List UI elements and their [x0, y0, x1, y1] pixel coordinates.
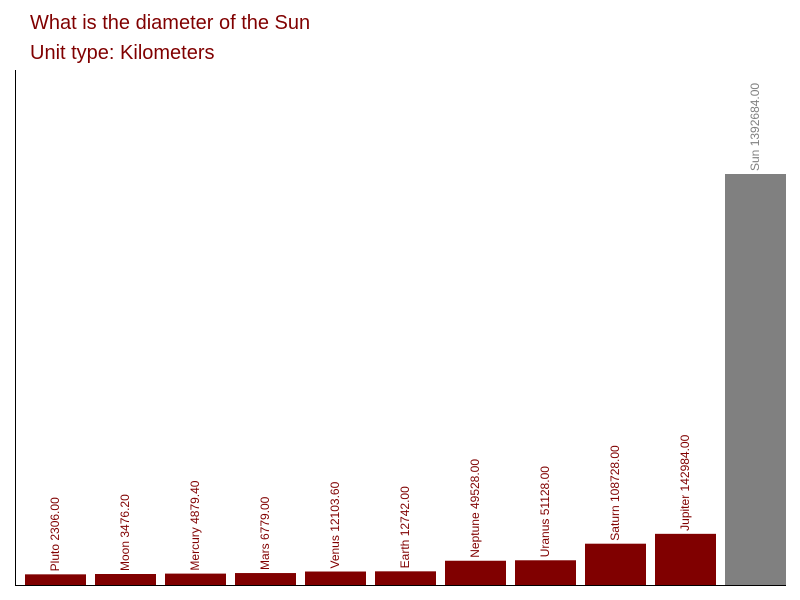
bar: [25, 574, 86, 585]
bar-label: Sun 1392684.00: [748, 83, 762, 171]
bar-value-label: 2306.00: [48, 497, 62, 541]
bar-value-label: 49528.00: [468, 459, 482, 509]
bar: [305, 571, 366, 585]
bar: [375, 571, 436, 585]
bar-label: Jupiter 142984.00: [678, 434, 692, 530]
bar-value-label: 12742.00: [398, 486, 412, 536]
bar-value-label: 142984.00: [678, 434, 692, 491]
bar-value-label: 4879.40: [188, 480, 202, 524]
bar-category: Saturn: [608, 505, 622, 540]
bar-value-label: 108728.00: [608, 445, 622, 502]
bar-label: Mars 6779.00: [258, 496, 272, 570]
chart-subtitle: Unit type: Kilometers: [30, 42, 215, 64]
bar-category: Earth: [398, 540, 412, 569]
bar-category: Neptune: [468, 512, 482, 558]
bar: [585, 543, 646, 585]
bar-value-label: 3476.20: [118, 494, 132, 538]
bar: [655, 533, 716, 585]
bar-value-label: 12103.60: [328, 481, 342, 531]
bar-category: Moon: [118, 541, 132, 571]
bar-value-label: 51128.00: [538, 466, 552, 515]
bar-label: Moon 3476.20: [118, 494, 132, 571]
bar: [515, 560, 576, 585]
bar: [725, 174, 786, 585]
bar: [445, 560, 506, 585]
bar-category: Uranus: [538, 519, 552, 558]
bar-label: Mercury 4879.40: [188, 480, 202, 570]
bar-category: Pluto: [48, 544, 62, 572]
bar: [165, 573, 226, 585]
bar-label: Pluto 2306.00: [48, 497, 62, 571]
chart-title: What is the diameter of the Sun: [30, 12, 310, 34]
bar-value-label: 1392684.00: [748, 83, 762, 147]
bar-category: Mars: [258, 543, 272, 570]
bar-value-label: 6779.00: [258, 496, 272, 540]
bar-label: Venus 12103.60: [328, 481, 342, 568]
bar-category: Venus: [328, 535, 342, 568]
bar-category: Sun: [748, 150, 762, 171]
bar-label: Earth 12742.00: [398, 486, 412, 568]
bar-label: Saturn 108728.00: [608, 445, 622, 541]
bar-category: Mercury: [188, 527, 202, 570]
bar: [95, 573, 156, 585]
bar-label: Uranus 51128.00: [538, 466, 552, 558]
bar-category: Jupiter: [678, 495, 692, 531]
bar-label: Neptune 49528.00: [468, 459, 482, 558]
bar: [235, 573, 296, 585]
